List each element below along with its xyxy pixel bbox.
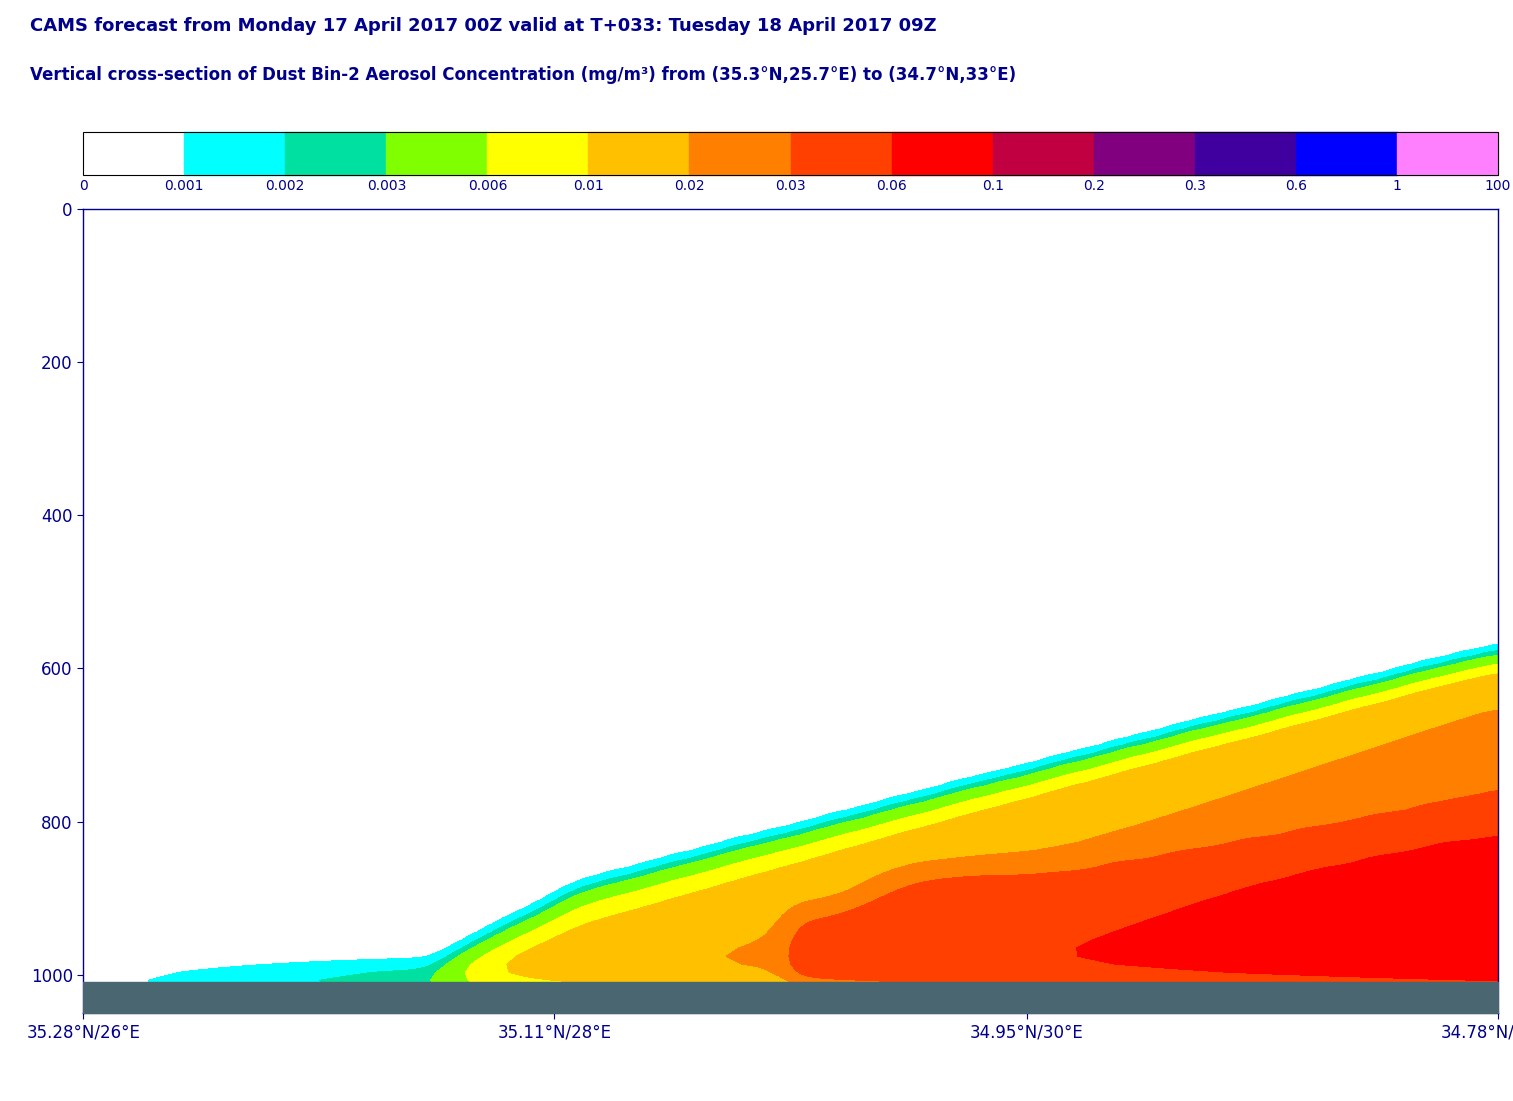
Bar: [891, 132, 993, 175]
Text: 0.03: 0.03: [775, 179, 806, 194]
Bar: [589, 132, 690, 175]
Bar: [83, 132, 185, 175]
Text: 0.2: 0.2: [1083, 179, 1104, 194]
Text: 0.3: 0.3: [1183, 179, 1206, 194]
Text: 0.06: 0.06: [876, 179, 906, 194]
Bar: [83, 132, 1498, 175]
Text: 0.002: 0.002: [266, 179, 306, 194]
Text: 0.006: 0.006: [468, 179, 507, 194]
Text: 0.001: 0.001: [165, 179, 204, 194]
Bar: [487, 132, 589, 175]
Text: 0.02: 0.02: [675, 179, 705, 194]
Bar: [1295, 132, 1396, 175]
Text: CAMS forecast from Monday 17 April 2017 00Z valid at T+033: Tuesday 18 April 201: CAMS forecast from Monday 17 April 2017 …: [30, 17, 937, 34]
Bar: [286, 132, 386, 175]
Text: 0.1: 0.1: [982, 179, 1003, 194]
Text: 0.6: 0.6: [1285, 179, 1307, 194]
Text: 0.003: 0.003: [366, 179, 405, 194]
Bar: [386, 132, 487, 175]
Bar: [1195, 132, 1295, 175]
Text: 1: 1: [1392, 179, 1401, 194]
Bar: [791, 132, 891, 175]
Text: Vertical cross-section of Dust Bin-2 Aerosol Concentration (mg/m³) from (35.3°N,: Vertical cross-section of Dust Bin-2 Aer…: [30, 66, 1017, 84]
Bar: [690, 132, 791, 175]
Bar: [993, 132, 1094, 175]
Text: 0.01: 0.01: [573, 179, 604, 194]
Bar: [1396, 132, 1498, 175]
Bar: [185, 132, 286, 175]
Bar: [1094, 132, 1195, 175]
Text: 100: 100: [1484, 179, 1511, 194]
Text: 0: 0: [79, 179, 88, 194]
